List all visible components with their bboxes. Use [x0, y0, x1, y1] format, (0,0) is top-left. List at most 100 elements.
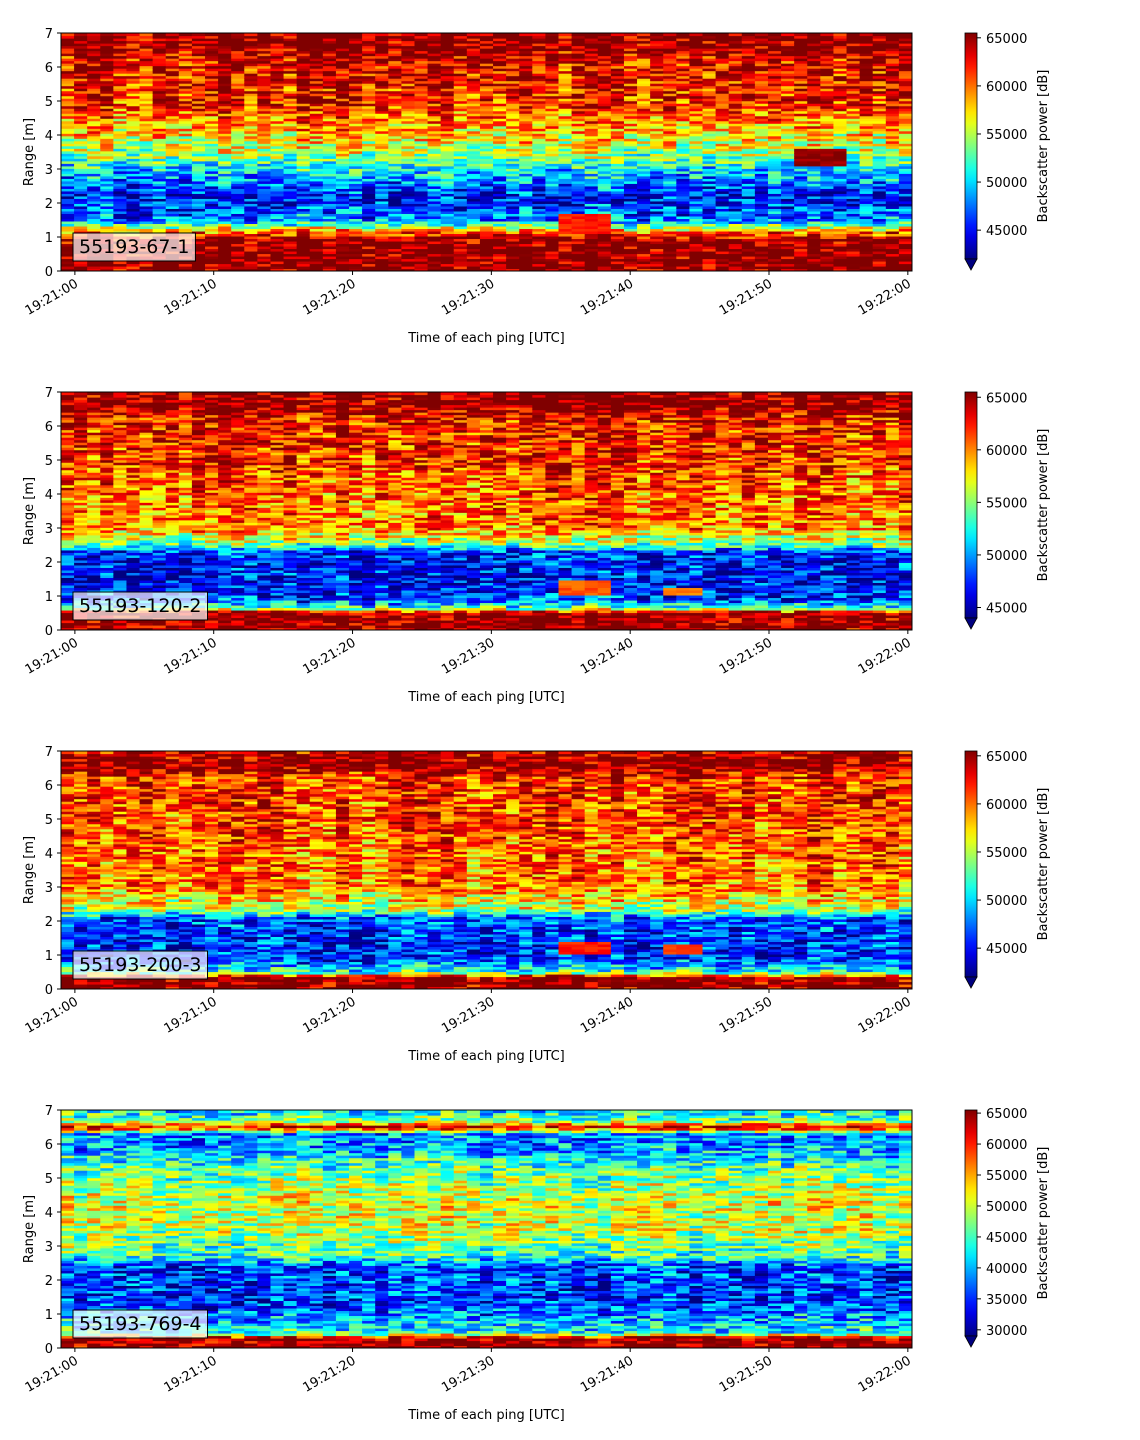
- heatmap-cell: [296, 268, 311, 271]
- heatmap-cell: [244, 208, 258, 212]
- heatmap-cell: [152, 138, 167, 142]
- heatmap-cell: [532, 168, 547, 172]
- heatmap-cell: [113, 213, 128, 217]
- heatmap-cell: [728, 73, 743, 77]
- heatmap-cell: [401, 255, 416, 260]
- heatmap-cell: [440, 65, 455, 69]
- heatmap-cell: [218, 263, 232, 267]
- heatmap-cell: [597, 228, 612, 232]
- heatmap-cell: [375, 85, 389, 89]
- heatmap-cell: [296, 95, 311, 99]
- heatmap-cell: [244, 260, 258, 265]
- heatmap-cell: [506, 170, 520, 174]
- heatmap-cell: [414, 55, 429, 59]
- heatmap-cell: [637, 50, 651, 54]
- heatmap-cell: [296, 180, 311, 184]
- heatmap-cell: [61, 38, 75, 42]
- heatmap-cell: [87, 143, 101, 147]
- heatmap-cell: [532, 208, 547, 212]
- heatmap-cell: [322, 133, 337, 137]
- heatmap-cell: [388, 103, 402, 107]
- heatmap-cell: [479, 68, 494, 72]
- heatmap-cell: [741, 255, 756, 260]
- heatmap-cell: [349, 215, 363, 219]
- heatmap-cell: [715, 173, 730, 177]
- heatmap-cell: [637, 183, 651, 187]
- heatmap-cell: [650, 135, 664, 139]
- heatmap-cell: [519, 108, 533, 112]
- heatmap-cell: [113, 160, 128, 164]
- heatmap-cell: [126, 45, 141, 49]
- heatmap-cell: [139, 55, 154, 59]
- heatmap-cell: [493, 75, 507, 79]
- heatmap-cell: [296, 200, 311, 204]
- heatmap-cell: [440, 103, 455, 107]
- heatmap-cell: [257, 95, 272, 99]
- heatmap-cell: [218, 110, 232, 114]
- heatmap-cell: [427, 245, 442, 250]
- heatmap-cell: [558, 218, 573, 222]
- heatmap-cell: [466, 128, 481, 132]
- heatmap-cell: [558, 158, 573, 162]
- heatmap-cell: [453, 153, 468, 157]
- heatmap-cell: [532, 188, 547, 192]
- heatmap-cell: [309, 33, 324, 37]
- heatmap-cell: [401, 148, 416, 152]
- heatmap-cell: [427, 243, 442, 247]
- heatmap-cell: [191, 235, 206, 240]
- heatmap-cell: [506, 85, 520, 89]
- heatmap-cell: [139, 153, 154, 157]
- heatmap-cell: [87, 208, 101, 212]
- heatmap-cell: [218, 118, 232, 122]
- heatmap-cell: [728, 160, 743, 164]
- heatmap-cell: [205, 123, 219, 127]
- heatmap-cell: [388, 63, 402, 67]
- heatmap-cell: [453, 238, 468, 242]
- heatmap-cell: [152, 175, 167, 179]
- heatmap-cell: [637, 130, 651, 134]
- heatmap-cell: [741, 170, 756, 174]
- heatmap-cell: [676, 85, 691, 89]
- heatmap-cell: [191, 33, 206, 37]
- heatmap-cell: [545, 105, 560, 109]
- heatmap-cell: [296, 35, 311, 39]
- heatmap-cell: [113, 158, 128, 162]
- heatmap-cell: [663, 165, 677, 169]
- heatmap-cell: [532, 45, 547, 49]
- heatmap-cell: [349, 138, 363, 142]
- heatmap-cell: [702, 180, 717, 184]
- heatmap-cell: [87, 195, 101, 199]
- heatmap-cell: [61, 85, 75, 89]
- heatmap-cell: [479, 238, 494, 242]
- heatmap-cell: [414, 175, 429, 179]
- heatmap-cell: [244, 68, 258, 72]
- heatmap-cell: [519, 60, 533, 64]
- heatmap-cell: [689, 80, 704, 84]
- heatmap-cell: [715, 183, 730, 187]
- heatmap-cell: [519, 163, 533, 167]
- heatmap-cell: [349, 170, 363, 174]
- heatmap-cell: [191, 53, 206, 57]
- heatmap-cell: [309, 165, 324, 169]
- heatmap-cell: [650, 160, 664, 164]
- heatmap-cell: [362, 60, 376, 64]
- heatmap-cell: [545, 103, 560, 107]
- heatmap-cell: [139, 230, 154, 235]
- heatmap-cell: [283, 223, 298, 227]
- heatmap-cell: [401, 95, 416, 99]
- heatmap-cell: [139, 73, 154, 77]
- heatmap-cell: [218, 173, 232, 177]
- heatmap-cell: [74, 100, 88, 104]
- heatmap-cell: [637, 33, 651, 37]
- heatmap-cell: [440, 188, 455, 192]
- heatmap-cell: [440, 108, 455, 112]
- heatmap-cell: [479, 265, 494, 270]
- heatmap-cell: [466, 145, 481, 149]
- heatmap-cell: [283, 213, 298, 217]
- heatmap-cell: [532, 118, 547, 122]
- heatmap-cell: [165, 58, 180, 62]
- heatmap-cell: [100, 188, 114, 192]
- heatmap-cell: [493, 68, 507, 72]
- heatmap-cell: [715, 108, 730, 112]
- heatmap-cell: [139, 108, 154, 112]
